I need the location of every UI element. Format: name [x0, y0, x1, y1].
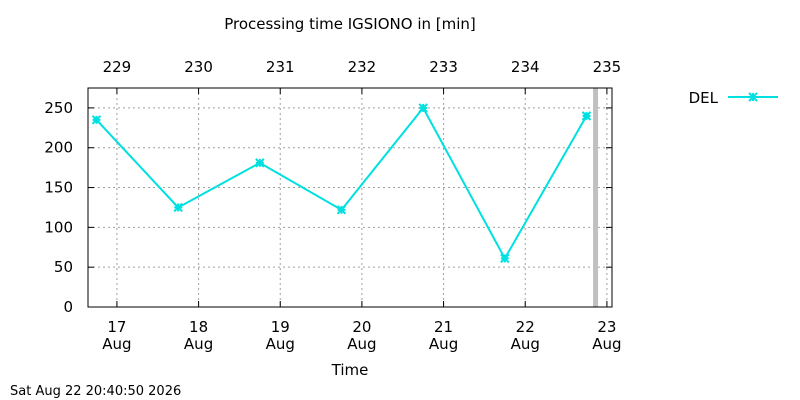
- x-tick-label-day: 22: [516, 318, 535, 336]
- x-tick-label-day: 19: [271, 318, 290, 336]
- data-point: [255, 158, 265, 168]
- plot-frame: [87, 87, 613, 308]
- y-tick-label: 0: [63, 298, 73, 316]
- point-stroke: [500, 253, 510, 264]
- grid: [88, 88, 612, 307]
- point-stroke: [336, 205, 347, 215]
- y-tick-label: 50: [54, 258, 73, 276]
- x-top-tick-label: 233: [429, 58, 458, 76]
- x-tick-label-day: 18: [189, 318, 208, 336]
- point-stroke: [418, 103, 428, 113]
- data-point: [500, 253, 510, 264]
- series-group: [91, 103, 592, 264]
- x-tick-label-month: Aug: [347, 335, 376, 353]
- data-point: [418, 103, 428, 113]
- data-point: [173, 202, 183, 213]
- x-top-tick-label: 231: [266, 58, 295, 76]
- point-stroke: [173, 202, 183, 213]
- axis-ticks: 05010015020025017Aug22918Aug23019Aug2312…: [44, 58, 621, 353]
- x-top-tick-label: 230: [184, 58, 213, 76]
- point-stroke: [748, 92, 758, 102]
- data-point: [581, 111, 592, 121]
- x-tick-label-month: Aug: [511, 335, 540, 353]
- y-tick-label: 150: [44, 179, 73, 197]
- x-tick-label-day: 20: [352, 318, 371, 336]
- y-tick-label: 100: [44, 218, 73, 236]
- x-tick-label-day: 17: [107, 318, 126, 336]
- y-tick-label: 200: [44, 139, 73, 157]
- legend: DEL: [689, 89, 778, 107]
- x-top-tick-label: 232: [348, 58, 377, 76]
- x-top-tick-label: 229: [103, 58, 132, 76]
- chart-title: Processing time IGSIONO in [min]: [224, 15, 476, 33]
- legend-label: DEL: [689, 89, 719, 107]
- data-point: [336, 205, 347, 215]
- x-tick-label-day: 21: [434, 318, 453, 336]
- point-stroke: [581, 111, 592, 121]
- x-axis-label: Time: [331, 361, 369, 379]
- x-tick-label-month: Aug: [266, 335, 295, 353]
- x-top-tick-label: 235: [593, 58, 622, 76]
- x-tick-label-month: Aug: [592, 335, 621, 353]
- x-top-tick-label: 234: [511, 58, 540, 76]
- data-point: [748, 92, 758, 102]
- footer-timestamp: Sat Aug 22 20:40:50 2026: [10, 384, 181, 399]
- point-stroke: [91, 115, 102, 125]
- x-tick-label-day: 23: [597, 318, 616, 336]
- series-line: [95, 106, 588, 261]
- x-tick-label-month: Aug: [429, 335, 458, 353]
- x-tick-label-month: Aug: [184, 335, 213, 353]
- x-tick-label-month: Aug: [102, 335, 131, 353]
- data-point: [91, 115, 102, 125]
- y-tick-label: 250: [44, 99, 73, 117]
- point-stroke: [255, 158, 265, 168]
